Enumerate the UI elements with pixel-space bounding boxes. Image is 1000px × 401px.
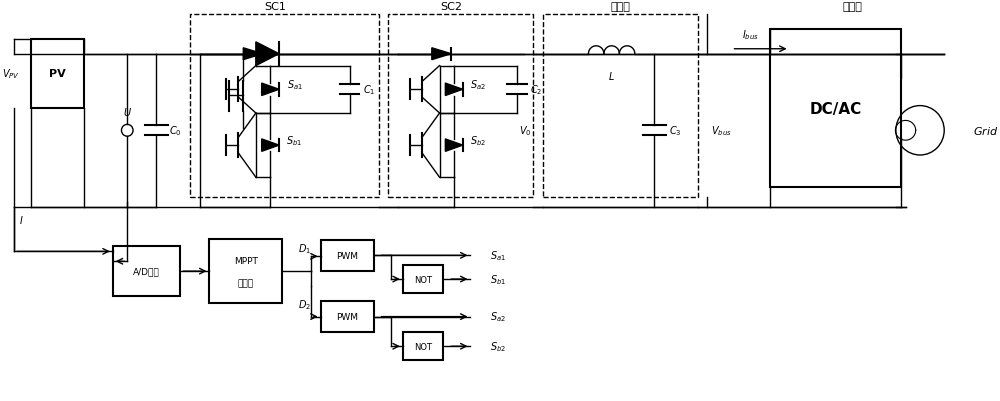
Text: $C_2$: $C_2$ [530, 83, 542, 97]
Text: $I_{bus}$: $I_{bus}$ [742, 28, 759, 42]
Text: $V_0$: $V_0$ [519, 124, 532, 138]
Text: $C_3$: $C_3$ [669, 124, 682, 138]
Text: 滤波器: 滤波器 [610, 2, 630, 12]
Polygon shape [262, 140, 279, 152]
Bar [31, 40, 84, 109]
Bar [403, 265, 443, 293]
Polygon shape [445, 140, 463, 152]
Bar [403, 332, 443, 360]
Text: $D_1$: $D_1$ [298, 242, 311, 256]
Text: 控制器: 控制器 [238, 278, 254, 287]
Text: 逆变器: 逆变器 [842, 2, 862, 12]
Text: $L$: $L$ [608, 70, 615, 82]
Text: $S_{a2}$: $S_{a2}$ [470, 78, 486, 92]
Text: PWM: PWM [336, 251, 358, 260]
Text: MPPT: MPPT [234, 257, 258, 265]
Text: $Grid$: $Grid$ [973, 125, 999, 137]
Bar [113, 247, 180, 296]
Polygon shape [445, 84, 463, 96]
Text: $S_{a2}$: $S_{a2}$ [490, 310, 506, 324]
Bar [388, 15, 533, 198]
Text: $S_{b1}$: $S_{b1}$ [286, 134, 303, 148]
Polygon shape [256, 43, 279, 67]
Bar [321, 301, 374, 332]
Text: $C_0$: $C_0$ [169, 124, 182, 138]
Text: $S_{b2}$: $S_{b2}$ [490, 340, 506, 353]
Text: $S_{b2}$: $S_{b2}$ [470, 134, 486, 148]
Bar [770, 30, 901, 188]
Polygon shape [243, 49, 263, 61]
Polygon shape [262, 84, 279, 96]
Text: $D_2$: $D_2$ [298, 297, 311, 311]
Bar [209, 239, 282, 303]
Text: A/D转换: A/D转换 [133, 267, 160, 276]
Text: NOT: NOT [414, 275, 432, 284]
Bar [543, 15, 698, 198]
Text: NOT: NOT [414, 342, 432, 351]
Text: $I$: $I$ [19, 213, 24, 225]
Text: $C_1$: $C_1$ [363, 83, 375, 97]
Text: DC/AC: DC/AC [809, 101, 862, 116]
Text: PWM: PWM [336, 312, 358, 321]
Polygon shape [432, 49, 451, 61]
Text: $U$: $U$ [123, 105, 132, 117]
Text: $S_{a1}$: $S_{a1}$ [490, 249, 506, 263]
Text: $S_{a1}$: $S_{a1}$ [287, 78, 303, 92]
Text: PV: PV [49, 69, 66, 79]
Text: $V_{PV}$: $V_{PV}$ [2, 67, 20, 81]
Text: SC2: SC2 [440, 2, 462, 12]
Bar [321, 240, 374, 271]
Bar [190, 15, 379, 198]
Text: $S_{b1}$: $S_{b1}$ [490, 272, 506, 286]
Text: SC1: SC1 [264, 2, 286, 12]
Text: $V_{bus}$: $V_{bus}$ [711, 124, 732, 138]
